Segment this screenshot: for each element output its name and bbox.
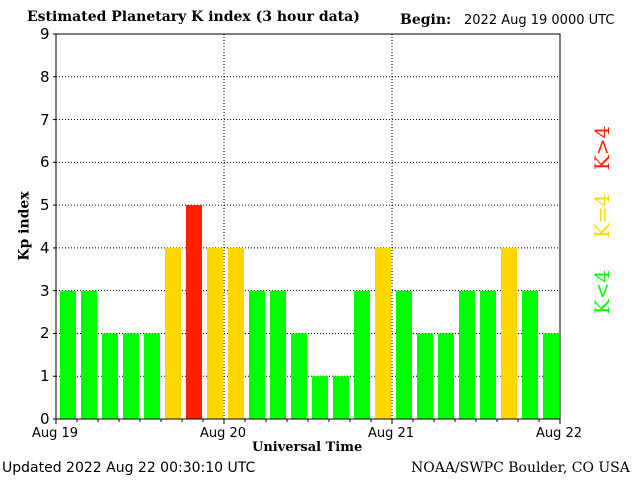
kp-bar	[417, 333, 433, 419]
y-tick-label: 5	[40, 196, 50, 215]
kp-bar	[165, 247, 181, 419]
x-tick-label: Aug 19	[32, 426, 79, 441]
begin-label: Begin:	[400, 12, 452, 28]
kp-bar	[480, 290, 496, 419]
x-tick-label: Aug 22	[536, 426, 583, 441]
y-tick-label: 3	[40, 281, 50, 300]
y-axis-label: Kp index	[16, 191, 33, 261]
x-tick-label: Aug 20	[200, 426, 247, 441]
x-tick-label: Aug 21	[368, 426, 415, 441]
kp-bar	[291, 333, 307, 419]
kp-bar	[249, 290, 265, 419]
y-tick-label: 0	[40, 410, 50, 428]
kp-bar	[270, 290, 286, 419]
y-tick-label: 4	[40, 238, 50, 257]
y-tick-label: 6	[40, 153, 50, 172]
source-text: NOAA/SWPC Boulder, CO USA	[411, 460, 630, 476]
legend-low: K<4	[590, 269, 615, 315]
y-tick-label: 7	[40, 110, 50, 129]
y-tick-label: 2	[40, 324, 50, 343]
updated-text: Updated 2022 Aug 22 00:30:10 UTC	[2, 460, 256, 476]
kp-bar	[228, 247, 244, 419]
kp-bar	[396, 290, 412, 419]
y-tick-label: 8	[40, 67, 50, 86]
legend-high: K>4	[590, 125, 615, 171]
kp-bar	[354, 290, 370, 419]
tick-marks	[53, 33, 561, 424]
kp-bar	[60, 290, 76, 419]
grid-lines	[56, 34, 560, 419]
kp-bar	[522, 290, 538, 419]
kp-bar	[186, 205, 202, 419]
legend-mid: K=4	[590, 193, 615, 239]
kp-bar	[312, 376, 328, 419]
kp-bars	[60, 205, 559, 419]
y-tick-label: 1	[40, 367, 50, 386]
x-axis-label: Universal Time	[252, 440, 363, 455]
chart-title: Estimated Planetary K index (3 hour data…	[27, 9, 360, 25]
kp-bar	[501, 247, 517, 419]
kp-bar	[102, 333, 118, 419]
kp-bar	[459, 290, 475, 419]
y-tick-label: 9	[40, 25, 50, 43]
kp-bar	[375, 247, 391, 419]
kp-bar	[144, 333, 160, 419]
begin-value: 2022 Aug 19 0000 UTC	[464, 13, 615, 28]
kp-bar	[438, 333, 454, 419]
kp-bar	[123, 333, 139, 419]
kp-bar	[333, 376, 349, 419]
kp-bar	[543, 333, 559, 419]
kp-bar	[207, 247, 223, 419]
kp-bar	[81, 290, 97, 419]
